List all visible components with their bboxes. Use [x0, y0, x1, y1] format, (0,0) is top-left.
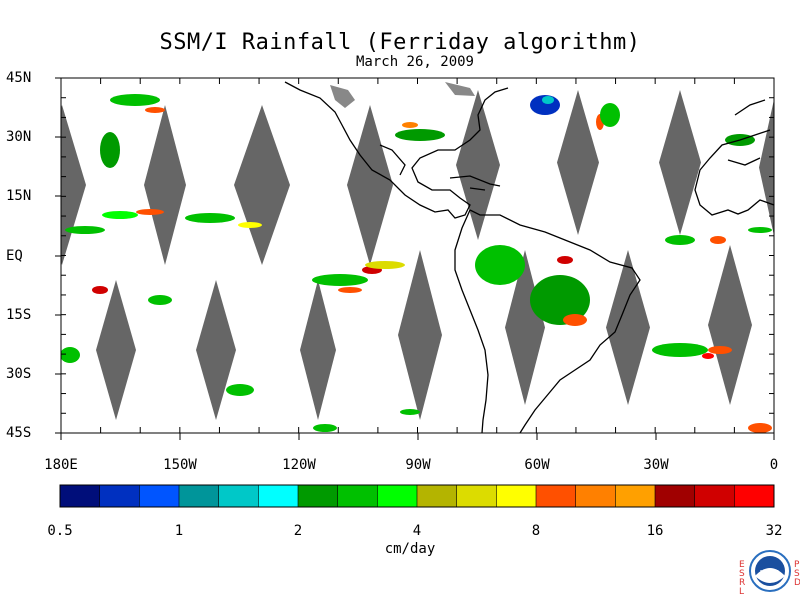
lat-label: 45N [6, 70, 32, 86]
noaa-logo: NOAA [749, 550, 791, 592]
rain-patch [92, 286, 108, 294]
map-date: March 26, 2009 [355, 54, 474, 70]
colorbar-tick-label: 32 [765, 523, 783, 539]
rain-patch [312, 274, 368, 286]
colorbar-swatch [655, 485, 696, 507]
rain-patch [708, 346, 732, 354]
colorbar-unit: cm/day [384, 541, 436, 557]
rain-patch [702, 353, 714, 359]
colorbar-swatch [734, 485, 775, 507]
colorbar-swatch [496, 485, 537, 507]
lat-label: 30N [6, 129, 32, 145]
swath-gap [96, 280, 136, 420]
rain-patch [338, 287, 362, 293]
rain-patch [226, 384, 254, 396]
colorbar-tick-label: 2 [293, 523, 303, 539]
rain-patch [400, 409, 420, 415]
coastlines [284, 81, 774, 433]
swath-gap [659, 90, 701, 235]
colorbar-swatch [218, 485, 259, 507]
map-title: SSM/I Rainfall (Ferriday algorithm) [159, 30, 641, 55]
colorbar-swatch [417, 485, 458, 507]
rain-patch [748, 423, 772, 433]
colorbar-swatch [456, 485, 497, 507]
colorbar-tick-label: 4 [412, 523, 422, 539]
rain-patch [65, 226, 105, 234]
rainfall-patches [61, 94, 772, 433]
rain-patch [110, 94, 160, 106]
colorbar-tick-label: 8 [531, 523, 541, 539]
rain-patch [148, 295, 172, 305]
rain-patch [748, 227, 772, 233]
rain-patch [145, 107, 165, 113]
swath-gaps [61, 90, 774, 420]
rain-patch [313, 424, 337, 432]
rain-patch [402, 122, 418, 128]
colorbar-swatch [179, 485, 220, 507]
lon-label: 0 [769, 457, 779, 473]
rain-patch [136, 209, 164, 215]
colorbar-swatch [694, 485, 735, 507]
lat-label: EQ [6, 248, 23, 264]
colorbar-swatch [258, 485, 299, 507]
colorbar-swatch [298, 485, 339, 507]
rain-patch [61, 347, 80, 363]
colorbar-swatch [60, 485, 101, 507]
rain-patch [100, 132, 120, 168]
colorbar-tick-label: 1 [174, 523, 184, 539]
colorbar-swatch [337, 485, 378, 507]
lon-label: 90W [405, 457, 431, 473]
rain-patch [665, 235, 695, 245]
lon-label: 60W [524, 457, 550, 473]
colorbar-tick-label: 0.5 [47, 523, 73, 539]
swath-gap [759, 99, 774, 236]
colorbar-swatch [536, 485, 577, 507]
swath-gap [557, 90, 599, 235]
colorbar-swatch [575, 485, 616, 507]
swath-gap [708, 245, 752, 405]
colorbar-swatch [377, 485, 418, 507]
lat-label: 45S [6, 425, 32, 441]
rain-patch [600, 103, 620, 127]
rain-patch [542, 96, 554, 104]
rain-patch [395, 129, 445, 141]
swath-gap [606, 250, 650, 405]
colorbar-tick-label: 16 [646, 523, 664, 539]
rain-patch [238, 222, 262, 228]
rain-patch [563, 314, 587, 326]
lat-label: 30S [6, 366, 32, 382]
swath-gap [196, 280, 236, 420]
rain-patch [102, 211, 138, 219]
svg-text:NOAA: NOAA [760, 569, 781, 577]
lon-label: 120W [282, 457, 316, 473]
rain-patch [475, 245, 525, 285]
swath-gap [300, 280, 336, 420]
swath-gap [398, 250, 442, 420]
rain-patch [365, 261, 405, 269]
lon-label: 180E [44, 457, 78, 473]
rain-patch [530, 275, 590, 325]
rain-patch [652, 343, 708, 357]
swath-gap [144, 105, 186, 265]
lat-label: 15N [6, 188, 32, 204]
rain-patch [557, 256, 573, 264]
colorbar [59, 484, 775, 508]
colorbar-swatch [99, 485, 140, 507]
lon-label: 30W [643, 457, 669, 473]
colorbar-swatch [615, 485, 656, 507]
colorbar-swatch [139, 485, 180, 507]
rain-patch [710, 236, 726, 244]
lat-label: 15S [6, 307, 32, 323]
lon-label: 150W [163, 457, 197, 473]
rain-patch [185, 213, 235, 223]
swath-gap [61, 105, 86, 265]
